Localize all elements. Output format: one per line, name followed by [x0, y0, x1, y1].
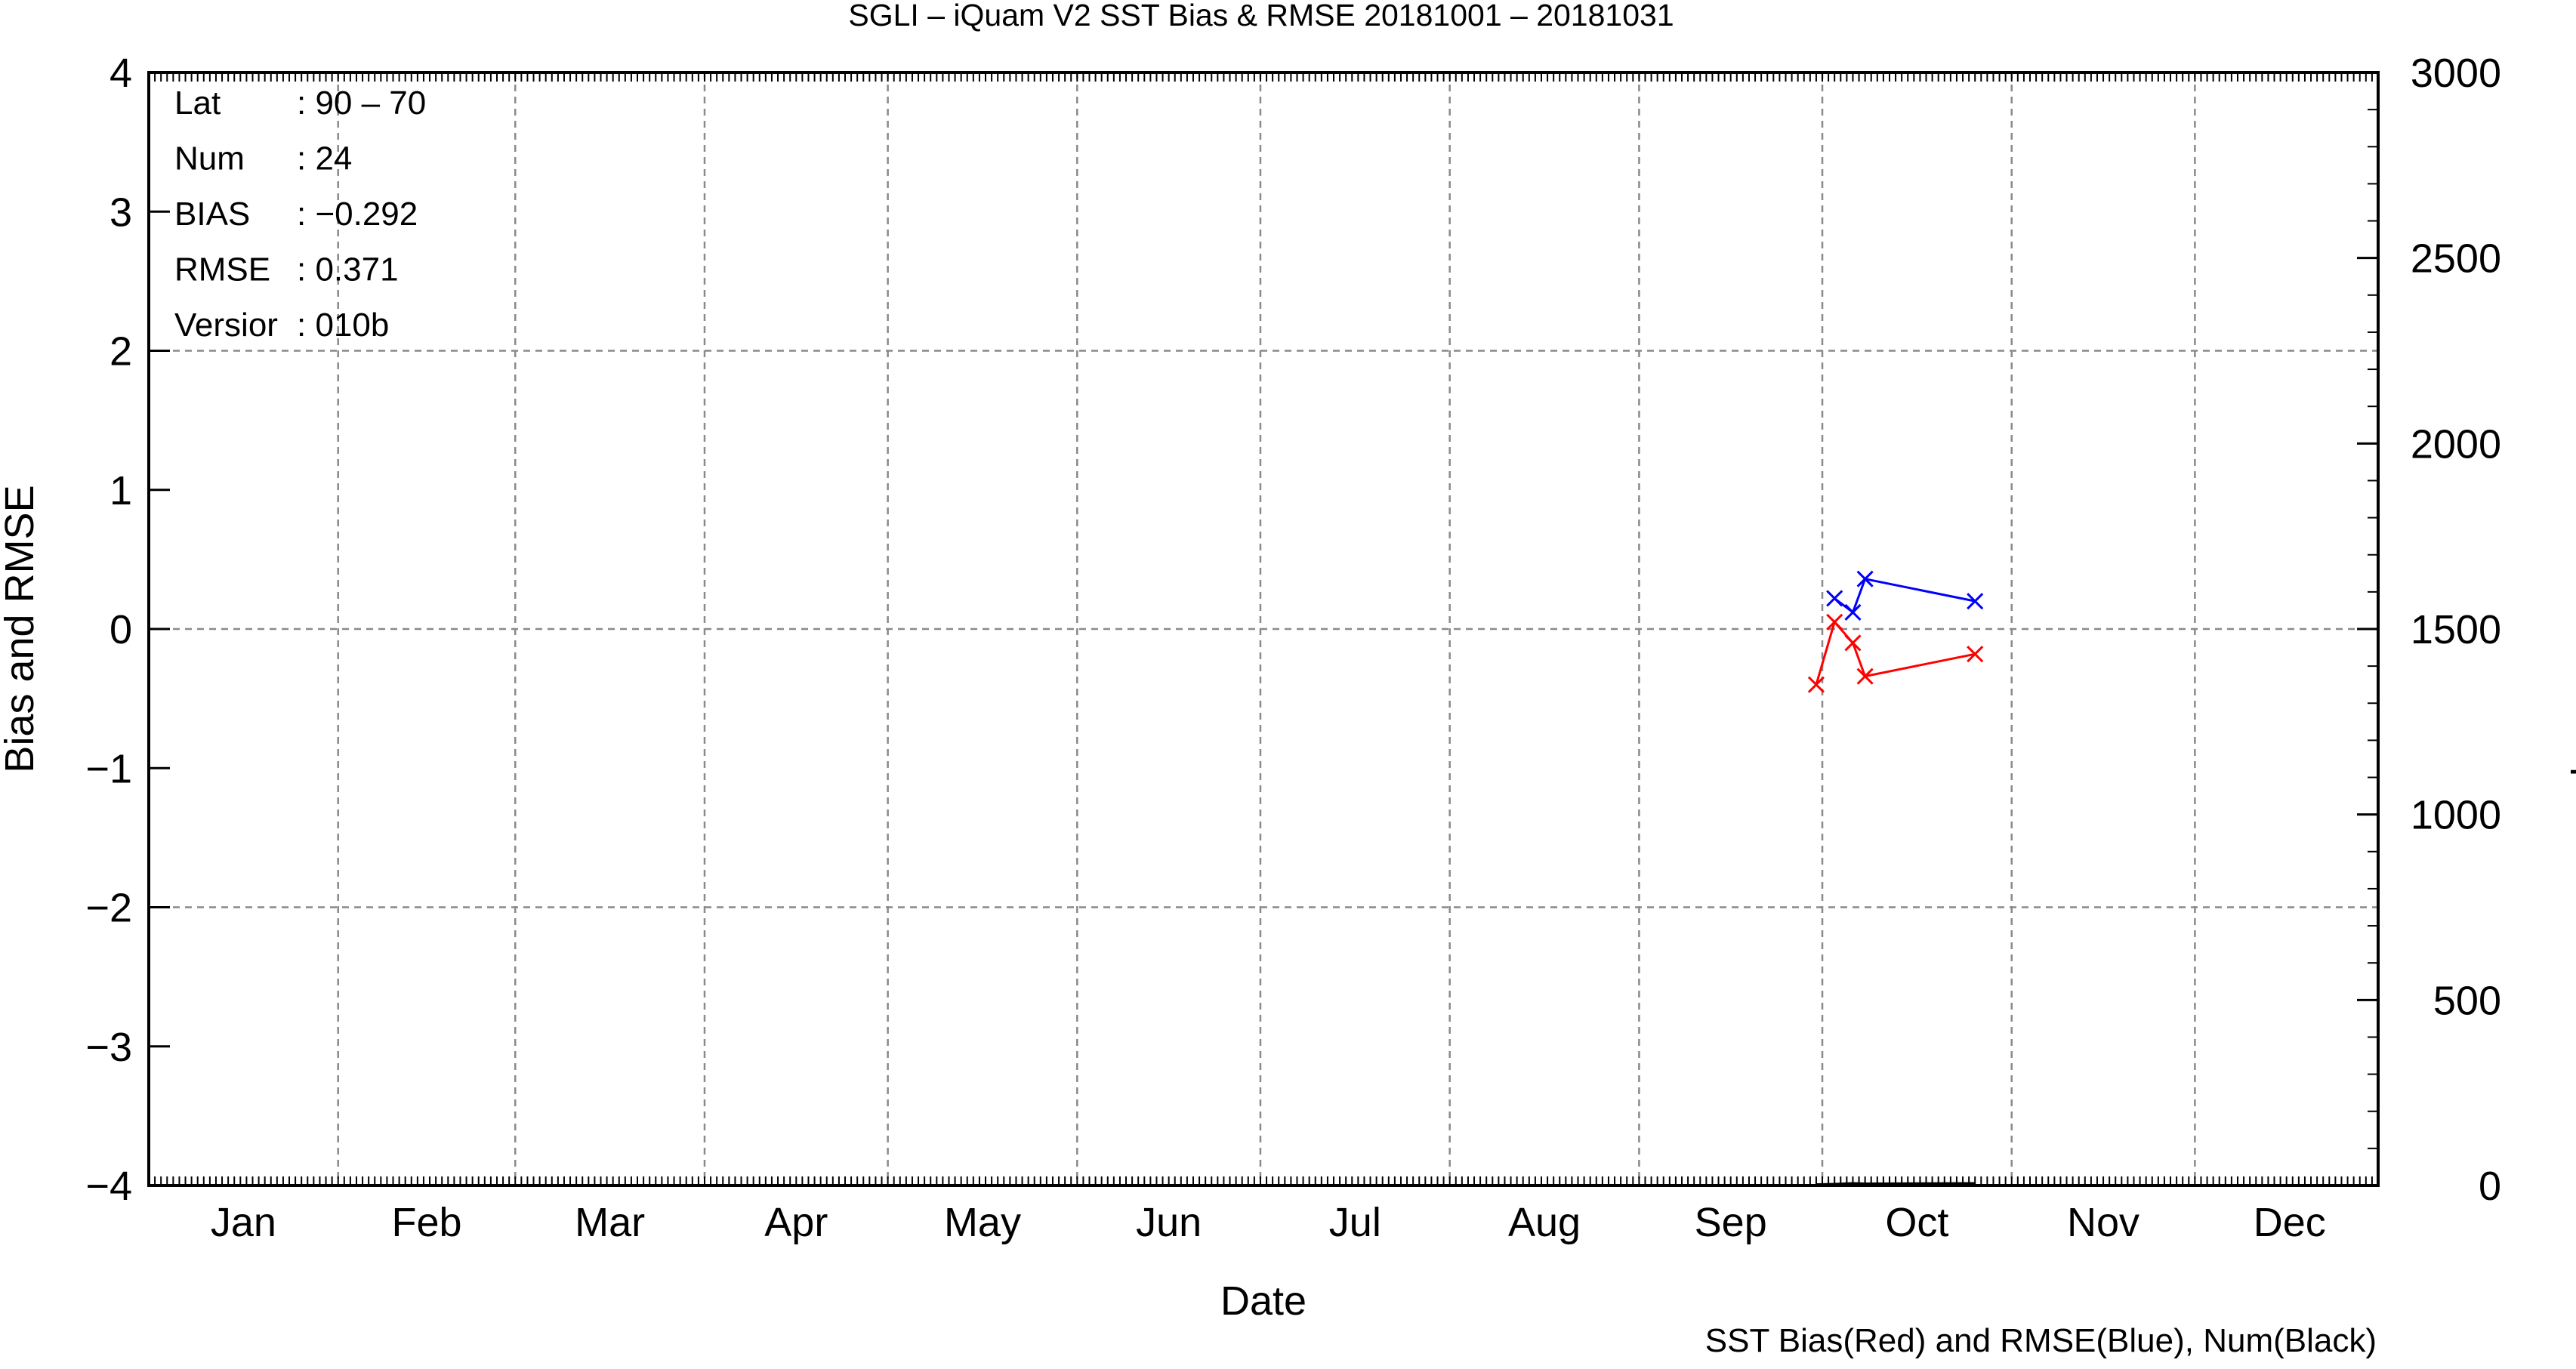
chart-caption: SST Bias(Red) and RMSE(Blue), Num(Black) [1705, 1322, 2377, 1359]
x-tick-labels: Jan Feb Mar Apr May Jun Jul Aug Sep Oct Nov Dec [211, 1200, 2326, 1245]
x-tick-label: Nov [2067, 1200, 2139, 1245]
info-value: : 010b [297, 307, 389, 344]
y2-axis-label: Num of Match–up [2570, 468, 2576, 790]
info-label: RMSE [174, 251, 270, 288]
info-label: Lat [174, 85, 221, 122]
series-point [1826, 613, 1843, 631]
y2-tick-label: 3000 [2411, 51, 2501, 96]
y2-tick-label: 1500 [2411, 607, 2501, 652]
x-tick-label: Oct [1885, 1200, 1948, 1245]
series-point [1844, 634, 1862, 652]
x-tick-label: Jul [1329, 1200, 1381, 1245]
y2-tick-label: 2000 [2411, 421, 2501, 467]
y-tick-label: −4 [85, 1164, 132, 1209]
y-tick-labels: −4 −3 −2 −1 0 1 2 3 4 [85, 51, 132, 1209]
y2-tick-label: 0 [2479, 1164, 2501, 1209]
y-tick-label: −2 [85, 886, 132, 931]
x-tick-label: Jun [1136, 1200, 1202, 1245]
x-tick-label: May [944, 1200, 1021, 1245]
x-tick-label: Apr [764, 1200, 828, 1245]
x-tick-label: Aug [1508, 1200, 1581, 1245]
x-tick-label: Dec [2254, 1200, 2326, 1245]
series-point [1856, 668, 1874, 685]
info-value: : 90 – 70 [297, 85, 426, 122]
info-box: Lat : 90 – 70 Num : 24 BIAS : −0.292 RMSE : 0.3… [174, 85, 426, 344]
y2-tick-labels: 0 500 1000 1500 2000 2500 3000 [2411, 51, 2501, 1209]
info-value: : −0.292 [297, 196, 418, 233]
chart-title: SGLI – iQuam V2 SST Bias & RMSE 20181001… [848, 0, 1674, 32]
y-tick-label: 3 [110, 190, 132, 235]
x-tick-label: Sep [1695, 1200, 1767, 1245]
y-tick-label: −1 [85, 746, 132, 791]
info-label: Versior [174, 307, 278, 344]
plot-frame [147, 71, 2380, 1187]
series-line [1834, 577, 1976, 615]
y-axis-label: Bias and RMSE [0, 485, 42, 772]
y-tick-label: 2 [110, 329, 132, 375]
series-point [1856, 570, 1874, 587]
grid-lines [149, 72, 2378, 1186]
x-tick-label: Jan [211, 1200, 276, 1245]
y2-tick-label: 1000 [2411, 793, 2501, 838]
y2-tick-label: 500 [2433, 978, 2501, 1023]
y-tick-label: 4 [110, 51, 132, 96]
series-point [1967, 593, 1984, 610]
x-tick-label: Mar [575, 1200, 645, 1245]
y-tick-label: 1 [110, 468, 132, 513]
info-label: Num [174, 140, 245, 177]
series-point [1967, 646, 1984, 663]
y2-tick-label: 2500 [2411, 236, 2501, 282]
info-value: : 0.371 [297, 251, 399, 288]
series-point [1826, 590, 1843, 607]
info-label: BIAS [174, 196, 250, 233]
x-axis-label: Date [1220, 1278, 1307, 1324]
x-tick-label: Feb [391, 1200, 461, 1245]
series-point [1807, 676, 1825, 693]
y-tick-label: 0 [110, 607, 132, 652]
y-tick-label: −3 [85, 1025, 132, 1070]
info-value: : 24 [297, 140, 352, 177]
series-point [1844, 603, 1862, 621]
